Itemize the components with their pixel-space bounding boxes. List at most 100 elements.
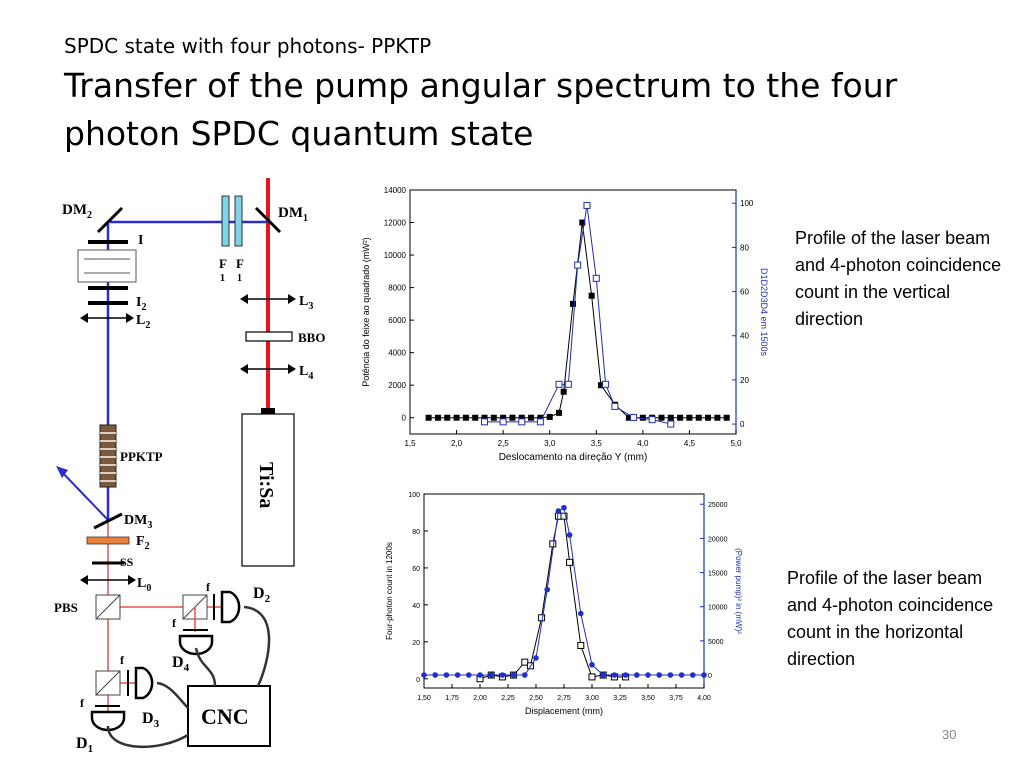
y-tick-label: 0 <box>416 677 420 684</box>
data-point <box>600 672 606 678</box>
data-point <box>690 672 696 678</box>
x-tick-label: 4,0 <box>637 439 649 448</box>
x-tick-label: 2,5 <box>498 439 510 448</box>
data-point <box>589 661 595 668</box>
pbs-diagonal <box>95 594 121 620</box>
data-point <box>645 672 651 678</box>
slide-subtitle: SPDC state with four photons- PPKTP <box>64 34 432 58</box>
x-tick-label: 2,25 <box>501 695 515 702</box>
data-point <box>602 380 610 388</box>
y2-tick-label: 0 <box>740 420 745 429</box>
data-point <box>592 274 600 282</box>
filter-f1-a <box>221 195 230 247</box>
data-point <box>570 300 576 307</box>
data-point <box>499 672 506 678</box>
x-tick-label: 2,00 <box>473 695 487 702</box>
page-number: 30 <box>942 727 957 742</box>
data-point <box>509 414 516 421</box>
data-point <box>477 672 483 678</box>
data-point <box>454 672 461 678</box>
data-point <box>667 420 675 428</box>
data-point <box>588 292 595 299</box>
data-point <box>453 414 460 421</box>
data-point <box>434 414 441 421</box>
pbs-lower-diagonal <box>95 670 121 696</box>
x-axis-label: Displacement (mm) <box>525 706 603 716</box>
data-point <box>499 418 507 426</box>
detector-d2 <box>220 590 241 624</box>
data-point <box>466 672 472 678</box>
dm2-label: DM2 <box>62 202 92 221</box>
data-point <box>658 414 665 421</box>
ppktp-crystal <box>99 424 117 488</box>
data-point <box>533 655 539 661</box>
x-tick-label: 4,5 <box>684 439 696 448</box>
caption-horizontal: Profile of the laser beam and 4-photon c… <box>787 568 994 669</box>
series-line-1 <box>424 506 704 676</box>
data-point <box>678 672 685 678</box>
y-tick-label: 8000 <box>388 284 406 293</box>
x-tick-label: 1,5 <box>404 439 416 448</box>
filter-f1-b <box>234 195 243 247</box>
pbs-label: PBS <box>54 600 78 615</box>
data-point <box>566 532 573 538</box>
y-tick-label: 10000 <box>384 251 407 260</box>
y-tick-label: 4000 <box>388 349 406 358</box>
ppktp-label: PPKTP <box>120 449 163 464</box>
y-axis-label: Potência do feixe ao quadrado (mW²) <box>361 237 371 387</box>
detector-d3 <box>134 666 154 700</box>
y-tick-label: 0 <box>402 414 407 423</box>
x-tick-label: 3,50 <box>641 695 655 702</box>
data-point <box>611 672 618 678</box>
data-point <box>648 416 656 424</box>
data-point <box>583 201 591 209</box>
x-tick-label: 3,25 <box>613 695 627 702</box>
bbo-crystal <box>245 331 293 342</box>
y-axis-label: Four-photon count in 1200s <box>385 542 394 640</box>
y2-tick-label: 10000 <box>708 605 728 612</box>
plot-frame <box>409 189 737 435</box>
data-point <box>432 672 438 678</box>
lens-l4-label: L4 <box>299 364 313 382</box>
ppktp-stripes <box>100 432 116 482</box>
data-point <box>667 672 674 678</box>
dm3-label: DM3 <box>124 513 152 531</box>
x-tick-label: 4,00 <box>697 695 711 702</box>
data-point <box>518 414 525 421</box>
f-label-d1: f <box>80 696 85 710</box>
data-point <box>444 414 451 421</box>
data-point <box>622 672 629 678</box>
data-point <box>425 414 432 421</box>
f-label-d4: f <box>172 616 177 630</box>
data-point <box>656 672 662 678</box>
tisa-laser-aperture <box>261 408 275 414</box>
y2-tick-label: 60 <box>740 288 749 297</box>
iris-i-label: I <box>138 233 143 248</box>
data-point <box>705 414 712 421</box>
dm1-label: DM1 <box>278 205 308 224</box>
chart-horizontal-profile: 1,50 1,75 2,00 2,25 2,50 2,75 3,00 3,25 3,50 3,75… <box>385 492 743 716</box>
data-point <box>510 672 517 678</box>
data-point <box>588 673 596 681</box>
y2-tick-label: 25000 <box>708 502 728 509</box>
f-label-d2: f <box>206 580 211 594</box>
slide-title: Transfer of the pump angular spectrum to… <box>64 66 898 153</box>
bbo-label: BBO <box>298 330 325 345</box>
lens-l0-label: L0 <box>137 576 151 594</box>
data-point <box>500 414 507 421</box>
tisa-laser-body <box>241 413 295 567</box>
y2-axis-label: D1D2D3D4 em 1500s <box>759 268 769 357</box>
f-label-d3: f <box>120 653 125 667</box>
y2-tick-label: 0 <box>708 673 712 680</box>
data-point <box>472 414 479 421</box>
data-point <box>544 586 550 593</box>
y2-tick-label: 15000 <box>708 571 728 578</box>
lens-l4-arrow-left <box>240 364 248 374</box>
data-point <box>597 382 604 389</box>
dm3-mirror <box>93 512 123 530</box>
y-tick-label: 12000 <box>384 219 407 228</box>
y-tick-label: 14000 <box>384 186 407 195</box>
data-point <box>462 414 469 421</box>
